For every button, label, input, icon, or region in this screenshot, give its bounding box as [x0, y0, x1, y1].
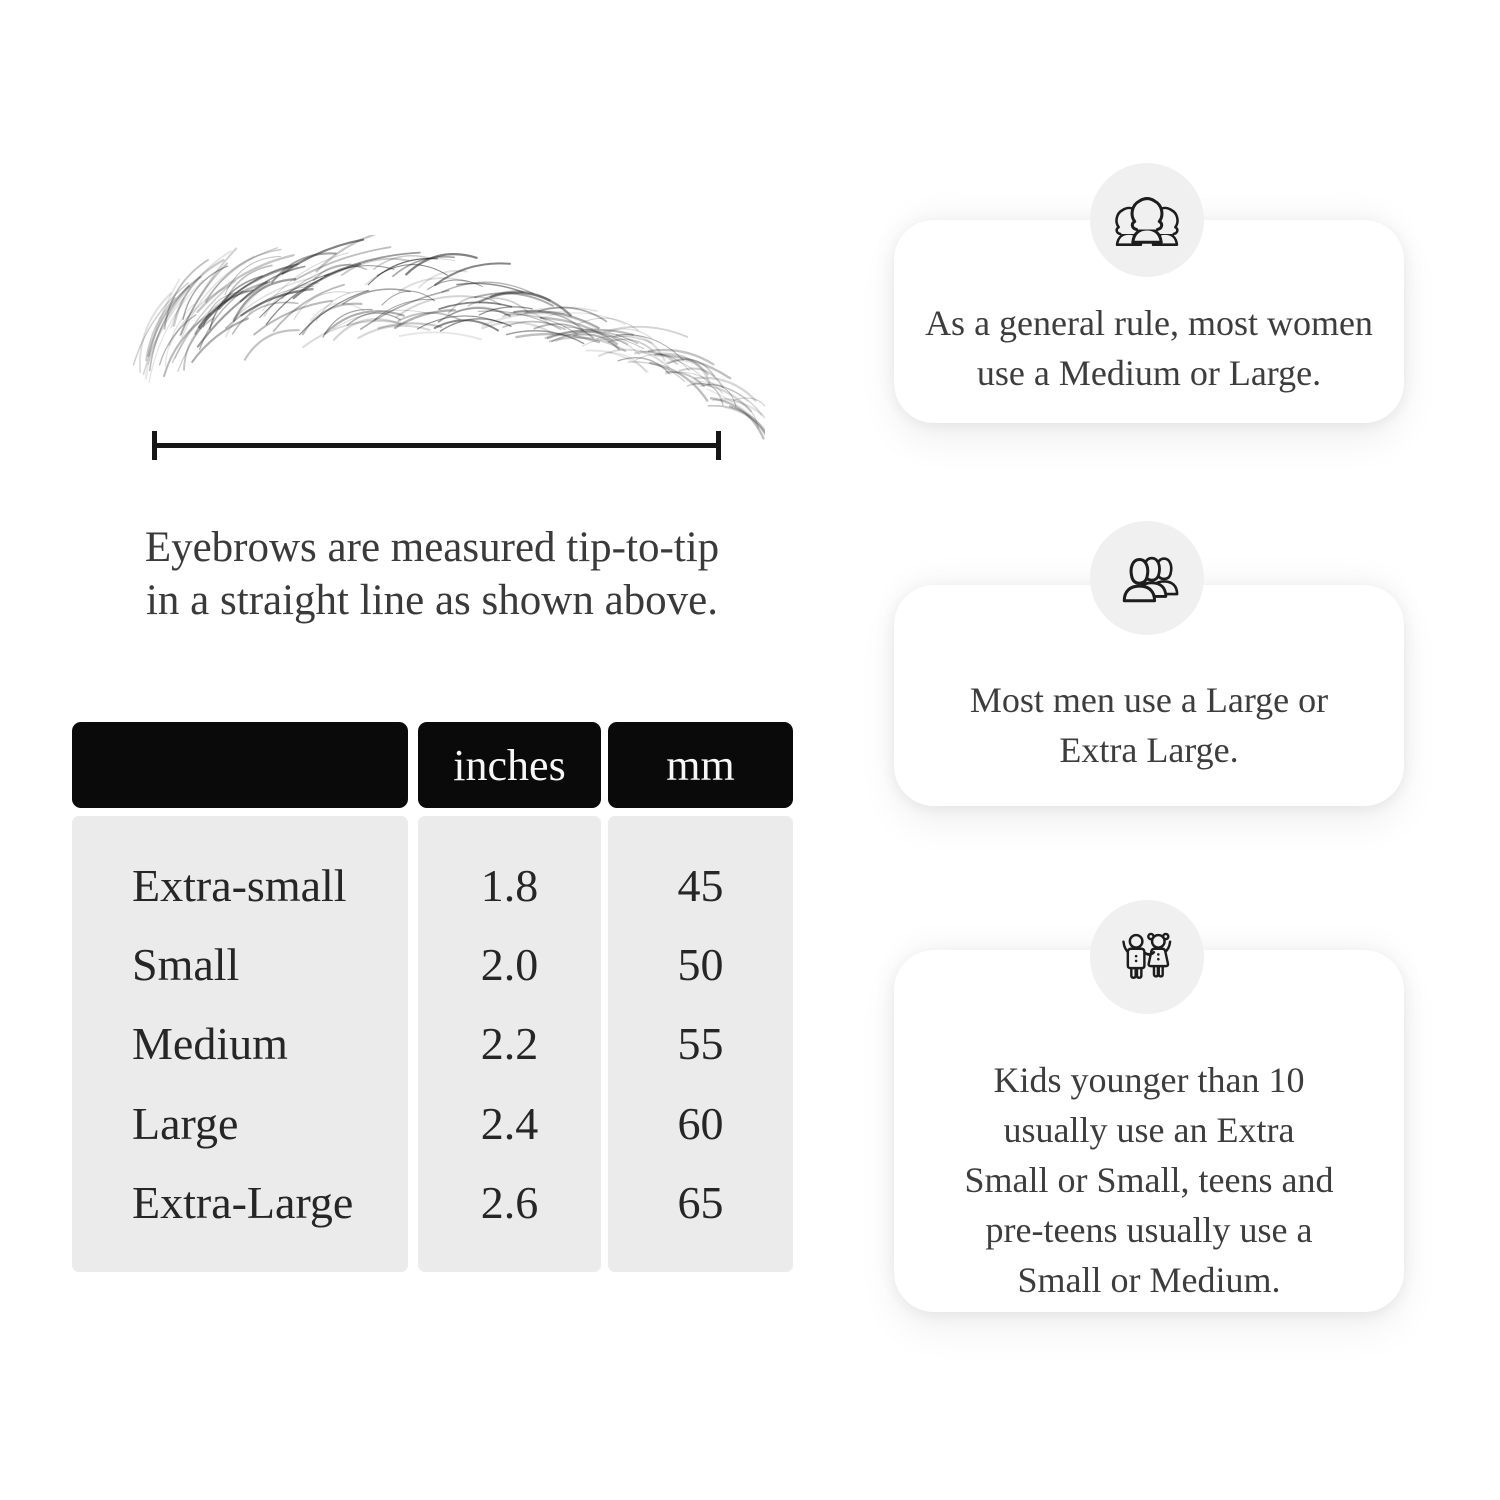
- mm-value-cell: 60: [677, 1097, 724, 1149]
- mm-value-column: 45 50 55 60 65: [608, 816, 793, 1272]
- size-chart-table: inches mm Extra-small Small Medium Large…: [72, 722, 793, 1272]
- size-label-cell: Extra-small: [132, 860, 347, 912]
- tip-card-women: As a general rule, most women use a Medi…: [894, 220, 1404, 423]
- inches-value-column: 1.8 2.0 2.2 2.4 2.6: [418, 816, 601, 1272]
- mm-value-cell: 50: [677, 939, 724, 991]
- tip-text-line: use a Medium or Large.: [976, 352, 1322, 393]
- size-label-cell: Small: [132, 939, 240, 991]
- inches-value-cell: 2.0: [480, 939, 539, 991]
- men-icon-circle: [1090, 521, 1204, 635]
- children-icon: [1122, 932, 1172, 979]
- tip-text-line: As a general rule, most women: [925, 302, 1373, 343]
- inches-column-header: inches: [418, 722, 601, 808]
- caption-line: Eyebrows are measured tip-to-tip: [144, 524, 720, 571]
- inches-value-cell: 1.8: [480, 860, 539, 912]
- measurement-caption: Eyebrows are measured tip-to-tip in a st…: [102, 521, 762, 627]
- inches-value-cell: 2.4: [480, 1097, 539, 1149]
- women-group-icon: [1115, 197, 1179, 246]
- inches-value-cell: 2.2: [480, 1018, 539, 1070]
- measurement-line-end-left: [152, 431, 157, 460]
- size-label-column: Extra-small Small Medium Large Extra-Lar…: [72, 816, 408, 1272]
- tip-text-line: Small or Medium.: [1017, 1259, 1281, 1300]
- kids-icon-circle: [1090, 900, 1204, 1014]
- mm-value-cell: 45: [677, 860, 724, 912]
- eyebrow-illustration: [132, 235, 765, 440]
- size-label-cell: Large: [132, 1097, 239, 1149]
- tip-text-line: Small or Small, teens and: [964, 1159, 1334, 1200]
- tip-text-line: usually use an Extra: [1003, 1109, 1295, 1150]
- size-label-cell: Extra-Large: [132, 1176, 354, 1228]
- women-icon-circle: [1090, 163, 1204, 277]
- men-group-icon: [1122, 556, 1179, 603]
- inches-value-cell: 2.6: [480, 1176, 539, 1228]
- size-label-cell: Medium: [132, 1018, 288, 1070]
- measurement-line: [152, 431, 721, 460]
- tip-text-line: Extra Large.: [1059, 729, 1239, 770]
- size-chart-body: Extra-small Small Medium Large Extra-Lar…: [72, 816, 793, 1272]
- tip-text-line: pre-teens usually use a: [985, 1209, 1313, 1250]
- caption-line: in a straight line as shown above.: [145, 577, 719, 624]
- mm-column-header: mm: [608, 722, 793, 808]
- mm-value-cell: 55: [677, 1018, 724, 1070]
- size-column-header: [72, 722, 408, 808]
- tip-text-line: Kids younger than 10: [993, 1059, 1305, 1100]
- size-chart-header-row: inches mm: [72, 722, 793, 808]
- tip-text-line: Most men use a Large or: [969, 679, 1329, 720]
- mm-value-cell: 65: [677, 1176, 724, 1228]
- measurement-line-end-right: [716, 431, 721, 460]
